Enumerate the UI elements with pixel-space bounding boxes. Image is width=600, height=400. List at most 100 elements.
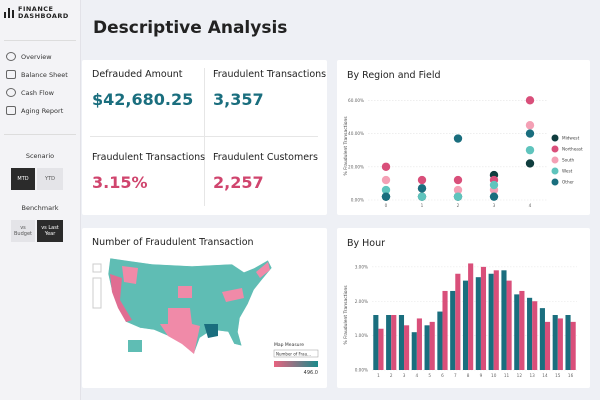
toggle-button[interactable]: vs Last Year	[37, 220, 63, 242]
bar	[378, 328, 384, 370]
x-tick-label: 8	[467, 373, 470, 378]
map-control[interactable]	[92, 263, 102, 273]
y-tick-label: 3.00%	[355, 264, 368, 269]
nav-item[interactable]: Overview	[6, 52, 52, 61]
x-tick-label: 2	[457, 203, 460, 208]
bar	[539, 308, 545, 370]
bar	[544, 321, 551, 370]
map-region	[110, 274, 132, 322]
bar	[519, 290, 525, 370]
y-tick-label: 0.00%	[351, 198, 364, 203]
x-tick-label: 1	[377, 373, 380, 378]
map-region	[122, 266, 138, 284]
legend-swatch	[551, 156, 559, 164]
x-tick-label: 6	[441, 373, 444, 378]
x-tick-label: 5	[428, 373, 431, 378]
legend-label: West	[562, 169, 573, 174]
chart: By Region and Field % Fraudulent Transact…	[343, 70, 583, 208]
chart-card: By Hour % Fraudulent Transactions 0.00% 1.0…	[337, 228, 590, 388]
x-tick-label: 4	[416, 373, 419, 378]
kpi-value: $42,680.25	[92, 90, 194, 109]
bar	[532, 301, 538, 370]
dot	[381, 185, 391, 195]
bar	[437, 311, 443, 370]
bar	[506, 280, 512, 370]
toggle-button[interactable]: MTD	[11, 168, 35, 190]
y-axis-title: % Fraudulent Transactions	[343, 116, 349, 176]
map-region	[178, 286, 192, 298]
y-tick-label: 40.00%	[348, 131, 364, 136]
legend-label: Other	[562, 180, 574, 185]
map-region	[204, 324, 218, 338]
y-tick-label: 0.00%	[355, 368, 368, 373]
logo-line: DASHBOARD	[18, 12, 69, 20]
bar	[404, 325, 410, 370]
bar	[480, 266, 487, 370]
y-tick-label: 2.00%	[355, 299, 368, 304]
bar	[468, 263, 474, 370]
chart-card: By Region and Field % Fraudulent Transact…	[337, 60, 590, 215]
nav-label: Cash Flow	[21, 88, 54, 97]
group-label: Scenario	[25, 152, 55, 160]
dot	[525, 159, 535, 168]
x-tick-label: 12	[517, 373, 523, 378]
bar	[488, 273, 494, 370]
bar	[557, 318, 563, 370]
x-tick-label: 16	[568, 373, 574, 378]
bar	[514, 294, 520, 370]
dropdown[interactable]	[273, 349, 319, 358]
dot	[525, 145, 535, 155]
x-tick-label: 14	[542, 373, 548, 378]
dot	[417, 175, 427, 185]
x-tick-label: 3	[493, 203, 496, 208]
x-tick-label: 13	[529, 373, 535, 378]
nav-item[interactable]: Aging Report	[6, 106, 63, 115]
sidebar: FINANCE DASHBOARD Overview Balance Sheet…	[0, 0, 81, 400]
x-tick-label: 11	[504, 373, 510, 378]
map: Map Measure Number of Frau... 496.0	[92, 257, 319, 376]
logo: FINANCE DASHBOARD	[18, 6, 69, 20]
bar	[398, 315, 405, 370]
group-label: Benchmark	[21, 204, 59, 212]
nav-item[interactable]: Cash Flow	[6, 88, 54, 97]
dot	[489, 180, 499, 190]
legend-label: South	[562, 158, 575, 163]
legend-swatch	[551, 145, 559, 153]
kpi-label: Defrauded Amount	[92, 69, 183, 80]
toggle-button[interactable]: vs Budget	[11, 220, 35, 242]
legend-label: Midwest	[562, 136, 580, 141]
kpi-label: Fraudulent Transactions	[213, 69, 327, 80]
y-tick-label: 1.00%	[355, 333, 368, 338]
map-control[interactable]	[92, 277, 102, 309]
dot	[417, 192, 427, 201]
legend-swatch	[551, 167, 559, 175]
kpi-value: 3.15%	[92, 173, 148, 192]
chart-title: By Region and Field	[347, 70, 441, 81]
dot	[417, 184, 427, 193]
bar	[424, 325, 430, 370]
toggle-button[interactable]: YTD	[37, 168, 63, 190]
bar	[565, 315, 571, 370]
x-tick-label: 1	[421, 203, 424, 208]
dot	[381, 162, 391, 171]
map-region	[222, 288, 244, 302]
bar	[462, 280, 469, 370]
chart: By Hour % Fraudulent Transactions 0.00% 1.0…	[343, 238, 577, 378]
x-tick-label: 7	[454, 373, 457, 378]
nav-item[interactable]: Balance Sheet	[6, 70, 68, 79]
map-region	[160, 308, 200, 354]
map-shape	[107, 257, 273, 355]
kpi-value: 2,257	[213, 173, 264, 192]
bar	[501, 270, 507, 370]
bar	[391, 315, 397, 370]
bar	[386, 315, 392, 370]
dot	[453, 175, 463, 185]
bar	[373, 315, 379, 370]
bar	[475, 277, 481, 370]
dot	[453, 192, 463, 201]
y-tick-label: 60.00%	[348, 98, 364, 103]
bar	[411, 332, 417, 370]
legend-swatch	[551, 134, 559, 142]
dot	[489, 192, 499, 201]
